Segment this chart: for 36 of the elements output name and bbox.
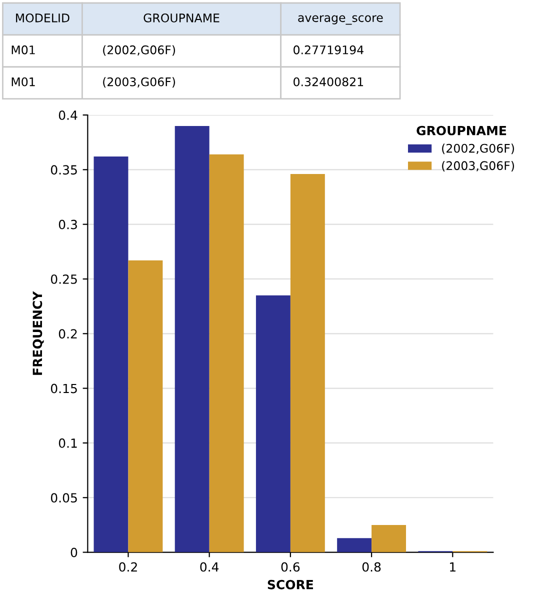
x-axis-title: SCORE [268, 580, 314, 590]
bar [209, 154, 244, 552]
bar [128, 260, 163, 552]
bar [94, 156, 128, 552]
legend-label: (2002,G06F) [442, 144, 514, 154]
legend-label: (2003,G06F) [442, 160, 514, 172]
y-tick-label: 0.2 [58, 329, 77, 339]
y-tick-label: 0.35 [50, 165, 77, 175]
text: (2002,G06F) [103, 45, 176, 56]
x-tick-label: 0.6 [281, 562, 300, 572]
x-tick-label: 0.8 [362, 562, 381, 572]
y-tick-label: 0.3 [58, 220, 77, 230]
y-tick-label: 0.25 [50, 274, 77, 284]
y-tick-label: 0.1 [58, 438, 77, 448]
text: (2003,G06F) [103, 77, 176, 88]
bar [337, 538, 372, 552]
y-tick-label: 0.15 [50, 384, 77, 394]
text: GROUPNAME [144, 13, 220, 22]
text: average_score [298, 15, 383, 25]
y-tick-label: 0.05 [50, 493, 77, 503]
x-tick-label: 1 [450, 562, 456, 572]
y-axis-title: FREQUENCY [32, 291, 44, 375]
x-tick-label: 0.2 [119, 562, 137, 572]
text: 0.32400821 [294, 77, 364, 86]
x-tick-label: 0.4 [200, 562, 219, 572]
text: M01 [12, 45, 35, 54]
text: MODELID [16, 13, 70, 22]
y-tick-label: 0.4 [58, 110, 78, 120]
bar [256, 295, 290, 552]
text: 0.27719194 [294, 45, 364, 54]
bar [174, 126, 210, 552]
text: M01 [12, 77, 35, 86]
y-tick-label: 0 [70, 548, 78, 558]
bar [372, 524, 406, 552]
legend-title: GROUPNAME [416, 126, 506, 136]
bar [290, 174, 325, 552]
